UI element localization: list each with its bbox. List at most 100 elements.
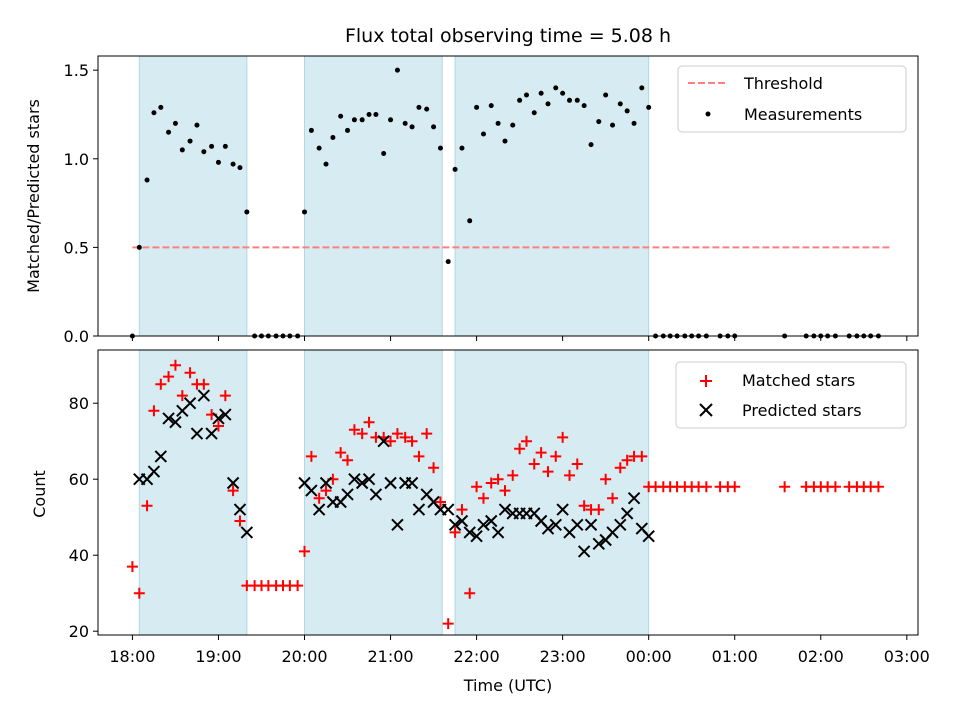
matched-star-point bbox=[428, 462, 440, 474]
matched-star-point bbox=[477, 492, 489, 504]
matched-stars-legend-label: Matched stars bbox=[742, 371, 855, 390]
measurement-point bbox=[338, 113, 344, 119]
matched-star-point bbox=[607, 492, 619, 504]
measurement-point bbox=[316, 145, 322, 151]
measurement-point bbox=[560, 90, 566, 96]
x-tick-label: 21:00 bbox=[367, 647, 413, 666]
matched-star-point bbox=[313, 492, 325, 504]
matched-star-point bbox=[234, 515, 246, 527]
predicted-star-point bbox=[377, 434, 390, 448]
matched-star-point bbox=[621, 454, 633, 466]
top-x-ticks bbox=[131, 336, 908, 341]
measurement-point bbox=[215, 159, 221, 165]
matched-star-point bbox=[636, 450, 648, 462]
predicted-star-point bbox=[348, 472, 361, 486]
top-y-axis-label: Matched/Predicted stars bbox=[24, 99, 43, 293]
matched-star-point bbox=[391, 428, 403, 440]
measurement-point bbox=[136, 244, 142, 250]
matched-star-point bbox=[356, 428, 368, 440]
measurement-point bbox=[409, 124, 415, 130]
predicted-star-point bbox=[541, 522, 555, 535]
matched-star-point bbox=[421, 428, 433, 440]
shaded-interval-1 bbox=[304, 55, 443, 337]
predicted-star-point bbox=[498, 503, 512, 516]
predicted-star-point bbox=[226, 476, 240, 490]
y-tick-label: 40 bbox=[69, 546, 89, 565]
measurement-point bbox=[603, 92, 609, 98]
predicted-star-point bbox=[233, 503, 247, 516]
x-tick-label: 18:00 bbox=[109, 647, 155, 666]
x-tick-label: 03:00 bbox=[884, 647, 930, 666]
matched-star-point bbox=[507, 469, 519, 481]
y-tick-label: 1.0 bbox=[64, 150, 89, 169]
matched-star-point bbox=[593, 504, 605, 516]
predicted-star-point bbox=[205, 427, 218, 440]
predicted-star-point bbox=[642, 529, 655, 543]
matched-star-point bbox=[471, 481, 483, 493]
matched-star-point bbox=[600, 473, 612, 485]
measurement-point bbox=[574, 97, 580, 103]
matched-star-point bbox=[434, 496, 446, 508]
predicted-star-point bbox=[341, 488, 354, 501]
matched-star-point bbox=[184, 367, 196, 379]
measurement-point bbox=[230, 161, 236, 167]
predicted-stars-legend-swatch bbox=[699, 403, 713, 417]
matched-star-point bbox=[292, 580, 304, 592]
predicted-star-point bbox=[190, 427, 204, 440]
predicted-star-point bbox=[584, 518, 598, 532]
predicted-star-point bbox=[305, 484, 318, 497]
matched-star-point bbox=[456, 504, 468, 516]
predicted-star-point bbox=[319, 476, 333, 490]
matched-star-point bbox=[305, 450, 317, 462]
matched-star-point bbox=[535, 447, 547, 459]
shaded-interval-0 bbox=[138, 349, 248, 636]
measurement-point bbox=[201, 149, 207, 155]
measurement-point bbox=[480, 131, 486, 137]
predicted-star-point bbox=[240, 526, 254, 539]
measurement-point bbox=[172, 120, 178, 126]
measurement-point bbox=[502, 138, 508, 144]
measurement-point bbox=[639, 85, 645, 91]
predicted-star-point bbox=[549, 518, 562, 532]
matched-star-point bbox=[557, 431, 569, 443]
matched-star-point bbox=[729, 481, 741, 493]
matched-star-point bbox=[464, 587, 476, 599]
predicted-star-point bbox=[362, 472, 376, 486]
matched-star-point bbox=[485, 477, 497, 489]
measurements-legend-label: Measurements bbox=[744, 105, 862, 124]
measurement-point bbox=[373, 111, 379, 117]
predicted-stars-legend-label: Predicted stars bbox=[742, 401, 862, 420]
predicted-star-point bbox=[355, 476, 369, 490]
matched-star-point bbox=[442, 618, 454, 630]
measurement-point bbox=[244, 209, 250, 215]
matched-star-point bbox=[148, 405, 160, 417]
top-shaded-intervals bbox=[138, 55, 650, 337]
predicted-star-point bbox=[405, 476, 419, 490]
top-y-ticks: 0.0 0.5 1.0 1.5 bbox=[64, 61, 98, 346]
predicted-star-point bbox=[162, 412, 175, 425]
top-axes-frame bbox=[97, 55, 919, 337]
matched-star-point bbox=[700, 481, 712, 493]
predicted-star-point bbox=[455, 514, 469, 528]
matched-star-point bbox=[141, 500, 153, 512]
measurement-point bbox=[588, 142, 594, 148]
predicted-star-point bbox=[627, 491, 641, 505]
measurement-point bbox=[488, 103, 494, 109]
predicted-star-point bbox=[477, 518, 490, 532]
predicted-star-point bbox=[183, 396, 197, 410]
measurement-point bbox=[209, 143, 215, 149]
matched-stars-legend-swatch bbox=[700, 375, 712, 387]
y-tick-label: 60 bbox=[69, 470, 89, 489]
measurement-point bbox=[416, 104, 422, 110]
measurement-point bbox=[431, 124, 437, 130]
bottom-axes-frame bbox=[97, 349, 919, 636]
predicted-star-point bbox=[463, 526, 476, 539]
shaded-interval-2 bbox=[454, 349, 650, 636]
bottom-shaded-intervals bbox=[138, 349, 650, 636]
y-tick-label: 1.5 bbox=[64, 61, 89, 80]
predicted-star-point bbox=[448, 518, 462, 532]
predicted-star-point bbox=[169, 415, 182, 429]
matched-star-point bbox=[578, 500, 590, 512]
predicted-star-point bbox=[556, 503, 569, 516]
predicted-star-point bbox=[592, 537, 605, 551]
